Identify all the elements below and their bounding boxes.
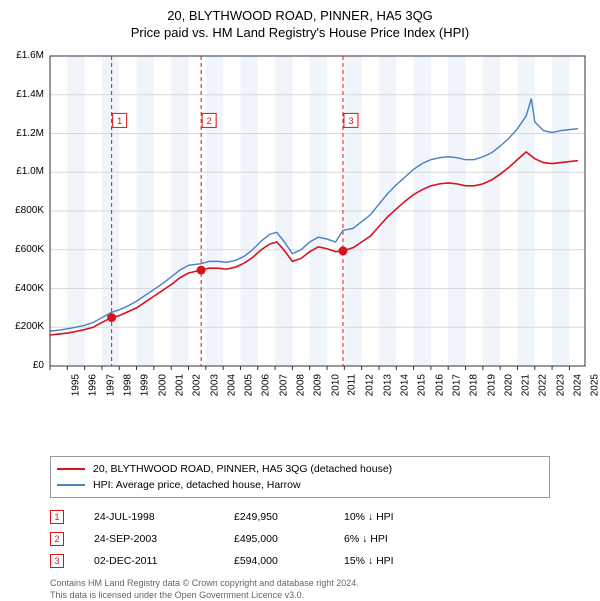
x-tick-label: 2016 bbox=[434, 374, 445, 396]
sale-event-row: 2 24-SEP-2003£495,0006% ↓ HPI bbox=[50, 528, 550, 550]
x-tick-label: 2024 bbox=[572, 374, 583, 396]
sale-event-delta: 6% ↓ HPI bbox=[344, 533, 464, 545]
x-tick-label: 1995 bbox=[70, 374, 81, 396]
sale-event-marker: 1 bbox=[50, 510, 64, 524]
sale-events-table: 1 24-JUL-1998£249,95010% ↓ HPI 2 24-SEP-200… bbox=[50, 506, 550, 572]
x-tick-label: 2020 bbox=[503, 374, 514, 396]
y-tick-label: £400K bbox=[0, 283, 44, 294]
chart-legend: 20, BLYTHWOOD ROAD, PINNER, HA5 3QG (det… bbox=[50, 456, 550, 498]
x-tick-label: 2007 bbox=[278, 374, 289, 396]
y-tick-label: £200K bbox=[0, 321, 44, 332]
sale-event-row: 1 24-JUL-1998£249,95010% ↓ HPI bbox=[50, 506, 550, 528]
x-tick-label: 2021 bbox=[520, 374, 531, 396]
sale-event-price: £495,000 bbox=[234, 533, 344, 545]
x-tick-label: 2008 bbox=[295, 374, 306, 396]
sale-event-marker: 3 bbox=[50, 554, 64, 568]
sale-event-price: £594,000 bbox=[234, 555, 344, 567]
legend-entry: 20, BLYTHWOOD ROAD, PINNER, HA5 3QG (det… bbox=[57, 461, 543, 477]
x-tick-label: 2023 bbox=[555, 374, 566, 396]
x-tick-label: 2003 bbox=[209, 374, 220, 396]
svg-text:3: 3 bbox=[348, 116, 353, 126]
legend-label: 20, BLYTHWOOD ROAD, PINNER, HA5 3QG (det… bbox=[93, 463, 392, 475]
y-tick-label: £1.2M bbox=[0, 128, 44, 139]
sale-event-row: 3 02-DEC-2011£594,00015% ↓ HPI bbox=[50, 550, 550, 572]
svg-text:2: 2 bbox=[207, 116, 212, 126]
y-tick-label: £0 bbox=[0, 360, 44, 371]
legend-swatch bbox=[57, 484, 85, 486]
x-tick-label: 2025 bbox=[590, 374, 600, 396]
x-tick-label: 1999 bbox=[140, 374, 151, 396]
legend-entry: HPI: Average price, detached house, Harr… bbox=[57, 477, 543, 493]
x-tick-label: 2019 bbox=[486, 374, 497, 396]
x-tick-label: 2005 bbox=[243, 374, 254, 396]
svg-text:1: 1 bbox=[117, 116, 122, 126]
legend-swatch bbox=[57, 468, 85, 470]
report-subtitle: Price paid vs. HM Land Registry's House … bbox=[0, 23, 600, 46]
sale-event-marker: 2 bbox=[50, 532, 64, 546]
sale-event-price: £249,950 bbox=[234, 511, 344, 523]
sale-event-date: 24-JUL-1998 bbox=[94, 511, 234, 523]
x-tick-label: 2013 bbox=[382, 374, 393, 396]
x-tick-label: 2014 bbox=[399, 374, 410, 396]
property-price-report: 20, BLYTHWOOD ROAD, PINNER, HA5 3QG Pric… bbox=[0, 0, 600, 590]
x-tick-label: 2018 bbox=[468, 374, 479, 396]
attribution-line: Contains HM Land Registry data © Crown c… bbox=[50, 578, 600, 590]
x-tick-label: 1998 bbox=[122, 374, 133, 396]
x-tick-label: 2009 bbox=[313, 374, 324, 396]
x-tick-label: 2012 bbox=[365, 374, 376, 396]
sale-event-delta: 15% ↓ HPI bbox=[344, 555, 464, 567]
x-tick-label: 2000 bbox=[157, 374, 168, 396]
sale-event-delta: 10% ↓ HPI bbox=[344, 511, 464, 523]
x-tick-label: 2017 bbox=[451, 374, 462, 396]
x-tick-label: 1996 bbox=[88, 374, 99, 396]
y-tick-label: £800K bbox=[0, 205, 44, 216]
x-tick-label: 2022 bbox=[538, 374, 549, 396]
x-tick-label: 2004 bbox=[226, 374, 237, 396]
legend-label: HPI: Average price, detached house, Harr… bbox=[93, 479, 301, 491]
x-tick-label: 1997 bbox=[105, 374, 116, 396]
x-tick-label: 2010 bbox=[330, 374, 341, 396]
x-tick-label: 2001 bbox=[174, 374, 185, 396]
y-tick-label: £1.4M bbox=[0, 89, 44, 100]
attribution-line: This data is licensed under the Open Gov… bbox=[50, 590, 600, 601]
report-title: 20, BLYTHWOOD ROAD, PINNER, HA5 3QG bbox=[0, 0, 600, 23]
x-tick-label: 2006 bbox=[261, 374, 272, 396]
chart-svg: 1 2 3 bbox=[0, 46, 600, 416]
x-tick-label: 2011 bbox=[347, 374, 358, 396]
y-tick-label: £1.6M bbox=[0, 50, 44, 61]
sale-event-date: 02-DEC-2011 bbox=[94, 555, 234, 567]
y-tick-label: £600K bbox=[0, 244, 44, 255]
price-chart: 1 2 3 £0 £200K £400K £600K £800K £1.0M £1.2M £1.4… bbox=[0, 46, 600, 416]
sale-event-date: 24-SEP-2003 bbox=[94, 533, 234, 545]
y-tick-label: £1.0M bbox=[0, 166, 44, 177]
x-tick-label: 2002 bbox=[191, 374, 202, 396]
x-tick-label: 2015 bbox=[417, 374, 428, 396]
